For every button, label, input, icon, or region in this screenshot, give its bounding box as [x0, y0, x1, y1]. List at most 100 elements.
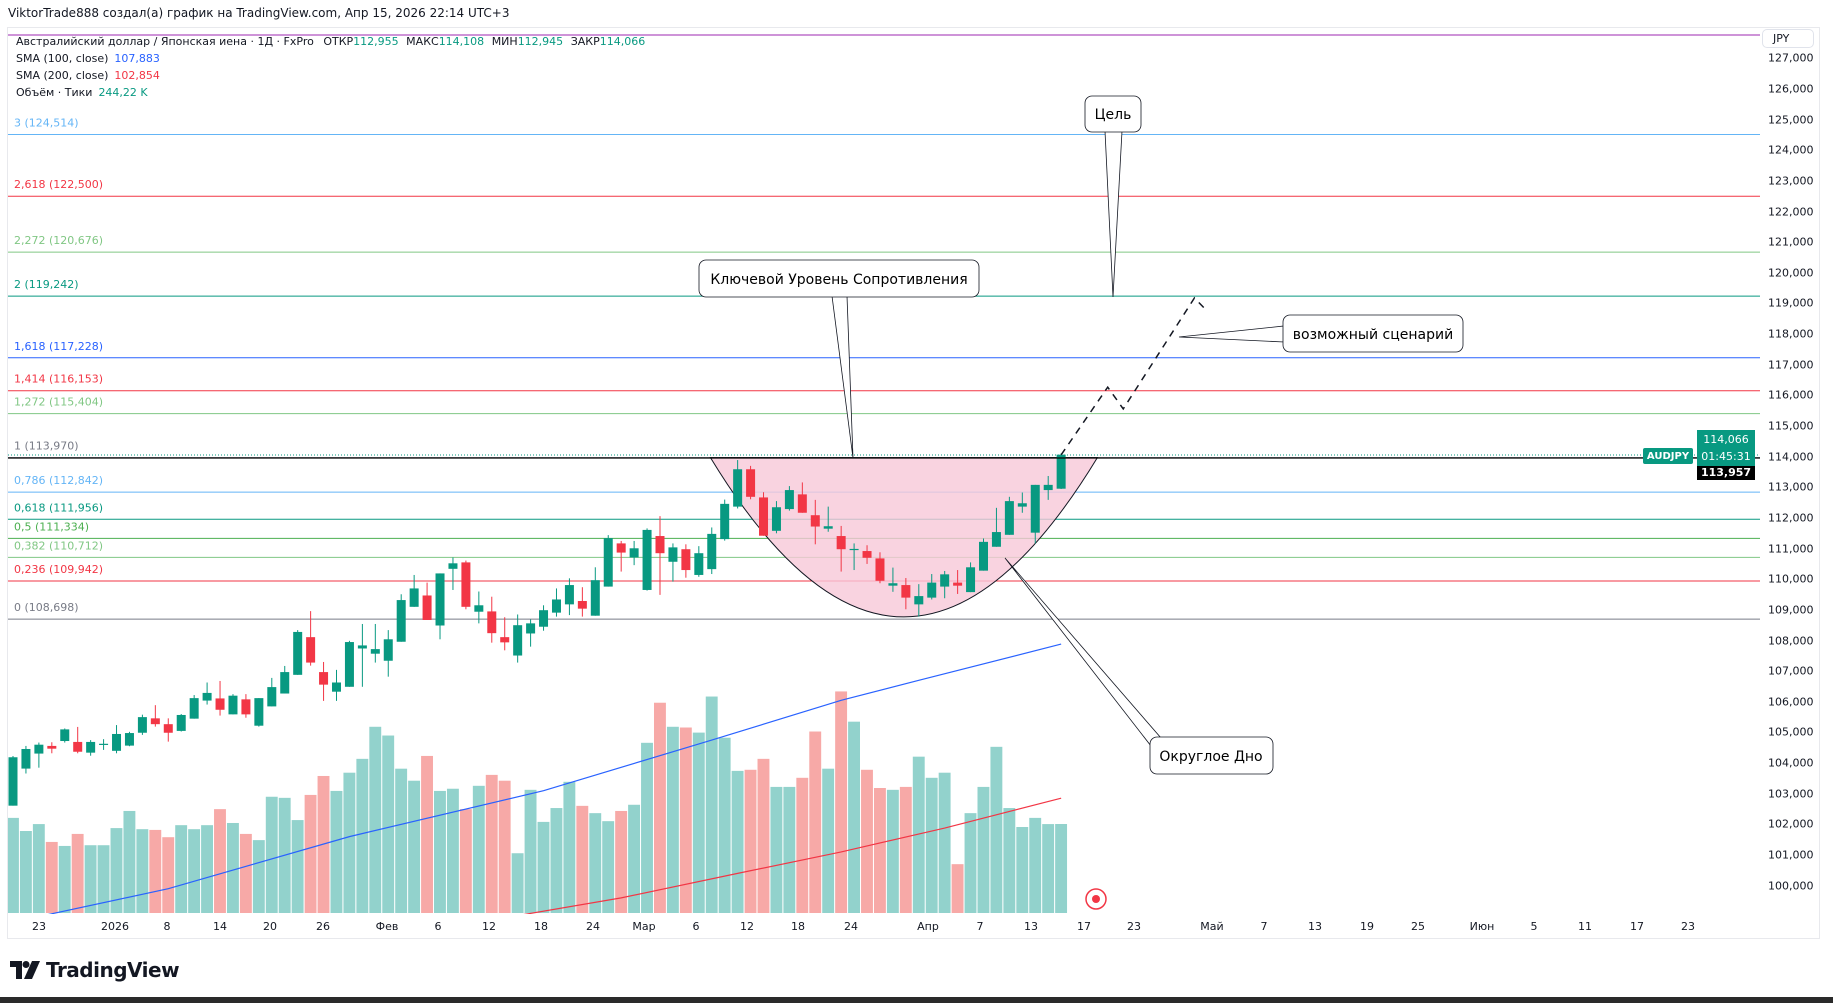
open-label: ОТКР: [323, 35, 354, 48]
candle-body: [112, 733, 122, 751]
volume-bar: [8, 817, 19, 913]
scenario-path[interactable]: [1060, 296, 1207, 456]
candle-body: [823, 526, 833, 529]
candle-body: [344, 642, 354, 687]
callout-scenario-text: возможный сценарий: [1293, 327, 1453, 343]
candle-body: [137, 717, 147, 733]
low-value: 112,945: [517, 35, 564, 48]
candle: [163, 718, 173, 742]
candle: [86, 740, 96, 756]
volume-bar: [45, 841, 58, 913]
volume-bar: [925, 777, 938, 913]
candle-body: [1004, 501, 1014, 535]
candle: [474, 591, 484, 624]
candle-body: [564, 585, 574, 605]
candle: [836, 525, 846, 572]
time-tick-label: Июн: [1469, 920, 1495, 933]
volume-bar: [615, 810, 628, 913]
volume-bar: [783, 786, 796, 913]
symbol-price-tag: AUDJPY: [1643, 448, 1693, 464]
candle-body: [927, 582, 937, 598]
callout-target[interactable]: Цель: [1084, 95, 1142, 298]
bar-countdown: 01:45:31: [1701, 450, 1751, 463]
volume-bar: [899, 786, 912, 913]
time-tick-label: 25: [1411, 920, 1425, 933]
tradingview-logo[interactable]: TradingView: [10, 958, 180, 982]
candle: [940, 570, 950, 599]
candle-body: [370, 649, 380, 654]
volume-bar: [97, 845, 110, 913]
legend-sma200[interactable]: SMA (200, close) 102,854: [16, 69, 160, 82]
time-tick-label: 11: [1578, 920, 1592, 933]
price-tick-label: 119,000: [1768, 296, 1814, 310]
candle-body: [319, 672, 329, 685]
symbol-description[interactable]: Австралийский доллар / Японская иена · 1…: [16, 35, 314, 48]
time-tick-label: 14: [213, 920, 227, 933]
price-tick-label: 113,000: [1768, 480, 1814, 494]
price-tick-label: 116,000: [1768, 388, 1814, 402]
volume-bar: [175, 825, 188, 913]
candle-body: [979, 541, 988, 571]
candle: [254, 698, 264, 727]
fibonacci-extension[interactable]: 3 (124,514) 2,618 (122,500) 2,272 (120,676…: [8, 117, 1760, 620]
candle-body: [86, 741, 96, 753]
callout-resistance[interactable]: Ключевой Уровень Сопротивления: [698, 259, 980, 459]
close-label: ЗАКР: [570, 35, 600, 48]
sma100-value: 107,883: [114, 52, 160, 65]
candle-body: [267, 687, 277, 707]
candle: [370, 623, 380, 663]
candle-body: [1056, 454, 1066, 489]
volume-bar: [861, 769, 873, 913]
fib-level-label: 0,786 (112,842): [14, 474, 103, 487]
time-tick-label: 19: [1360, 920, 1374, 933]
fib-level-label: 1 (113,970): [14, 440, 79, 453]
high-value: 114,108: [438, 35, 485, 48]
candle-body: [810, 515, 820, 527]
candle-body: [396, 600, 406, 642]
volume-bar: [848, 721, 860, 913]
volume-bar: [886, 789, 899, 913]
price-chart[interactable]: 3 (124,514) 2,618 (122,500) 2,272 (120,676…: [0, 0, 1760, 940]
price-tick-label: 102,000: [1768, 817, 1814, 831]
candle: [927, 574, 937, 600]
volume-bar: [1003, 808, 1016, 913]
candle-body: [34, 744, 44, 754]
volume-bar: [692, 732, 705, 913]
candle-body: [875, 558, 885, 581]
candle-body: [759, 497, 769, 536]
candle: [215, 680, 225, 716]
volume-bar: [705, 696, 718, 913]
candle-body: [901, 585, 911, 598]
candle-body: [228, 695, 238, 715]
callout-scenario[interactable]: возможный сценарий: [1178, 314, 1464, 353]
fib-level-label: 1,272 (115,404): [14, 396, 103, 409]
currency-button[interactable]: JPY: [1762, 29, 1814, 48]
legend-sma100[interactable]: SMA (100, close) 107,883: [16, 52, 160, 65]
price-tick-label: 114,000: [1768, 450, 1814, 464]
callout-resistance-text: Ключевой Уровень Сопротивления: [710, 272, 967, 288]
event-marker-icon[interactable]: [1085, 888, 1107, 910]
volume-bar: [912, 756, 925, 913]
candle-body: [836, 536, 846, 550]
candlesticks: [8, 453, 1066, 806]
volume-bar: [1042, 824, 1055, 913]
candle: [73, 726, 83, 754]
legend-volume[interactable]: Объём · Тики 244,22 K: [16, 86, 148, 99]
candle: [448, 557, 458, 590]
candle: [551, 588, 561, 617]
sma-100-line: [47, 643, 1062, 914]
candle-body: [914, 596, 924, 605]
candle: [228, 694, 238, 715]
time-tick-label: 7: [976, 920, 984, 933]
rounded-bottom-shape[interactable]: [709, 457, 1099, 618]
volume-bar: [485, 774, 498, 913]
volume-bar: [873, 788, 886, 913]
candle-body: [1043, 484, 1053, 491]
callout-rounded-bottom[interactable]: Округлое Дно: [1004, 557, 1274, 775]
price-tick-label: 121,000: [1768, 235, 1814, 249]
volume-bar: [71, 833, 84, 913]
volume-bar: [304, 794, 317, 913]
volume-bar: [641, 742, 653, 913]
candle-body: [966, 567, 976, 593]
volume-bar: [744, 769, 757, 913]
